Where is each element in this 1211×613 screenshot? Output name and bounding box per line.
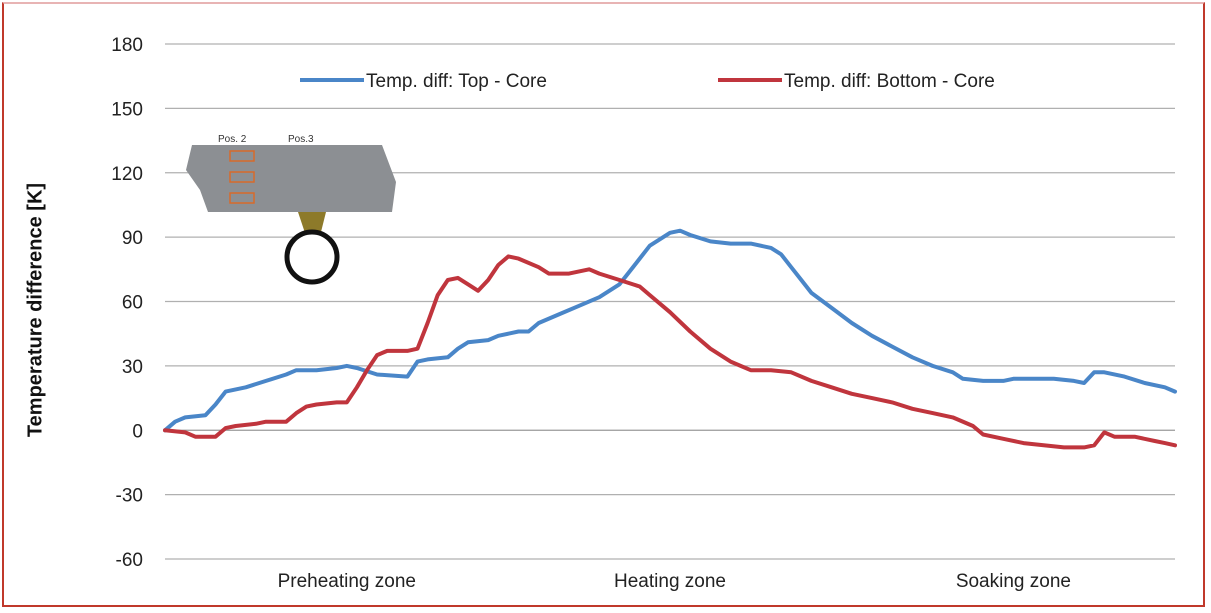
x-category-label: Preheating zone bbox=[278, 571, 416, 592]
y-tick-label: 0 bbox=[132, 421, 143, 442]
series-line-bottom-core bbox=[163, 254, 1177, 450]
y-tick-labels: 180 150 120 90 60 30 0 -30 -60 bbox=[111, 35, 143, 571]
y-tick-label: -60 bbox=[116, 550, 143, 571]
x-category-label: Soaking zone bbox=[956, 571, 1071, 592]
inset-label-right: Pos.3 bbox=[288, 134, 314, 145]
inset-label-left: Pos. 2 bbox=[218, 134, 247, 145]
support-skid bbox=[298, 212, 326, 236]
y-tick-label: 30 bbox=[122, 357, 143, 378]
thermocouple-marker-3 bbox=[229, 192, 255, 204]
thermocouple-marker-2 bbox=[229, 171, 255, 183]
y-tick-label: 90 bbox=[122, 228, 143, 249]
legend-label: Temp. diff: Top - Core bbox=[366, 71, 547, 92]
y-tick-label: 150 bbox=[111, 99, 143, 120]
roller-circle bbox=[284, 229, 340, 285]
series-lines bbox=[163, 228, 1177, 450]
y-tick-label: 120 bbox=[111, 164, 143, 185]
gridlines bbox=[165, 43, 1175, 560]
series-line-top-core bbox=[163, 228, 1177, 433]
legend-label: Temp. diff: Bottom - Core bbox=[784, 71, 995, 92]
legend: Temp. diff: Top - Core Temp. diff: Bottom… bbox=[300, 71, 995, 92]
y-tick-label: 180 bbox=[111, 35, 143, 56]
x-category-label: Heating zone bbox=[614, 571, 726, 592]
y-tick-label: -30 bbox=[116, 486, 143, 507]
y-tick-label: 60 bbox=[122, 293, 143, 314]
slab-shape bbox=[186, 145, 396, 212]
slab-on-roller-illustration: Pos. 2 Pos.3 bbox=[186, 134, 396, 285]
x-category-labels: Preheating zone Heating zone Soaking zone bbox=[278, 571, 1071, 592]
thermocouple-marker-1 bbox=[229, 150, 255, 162]
